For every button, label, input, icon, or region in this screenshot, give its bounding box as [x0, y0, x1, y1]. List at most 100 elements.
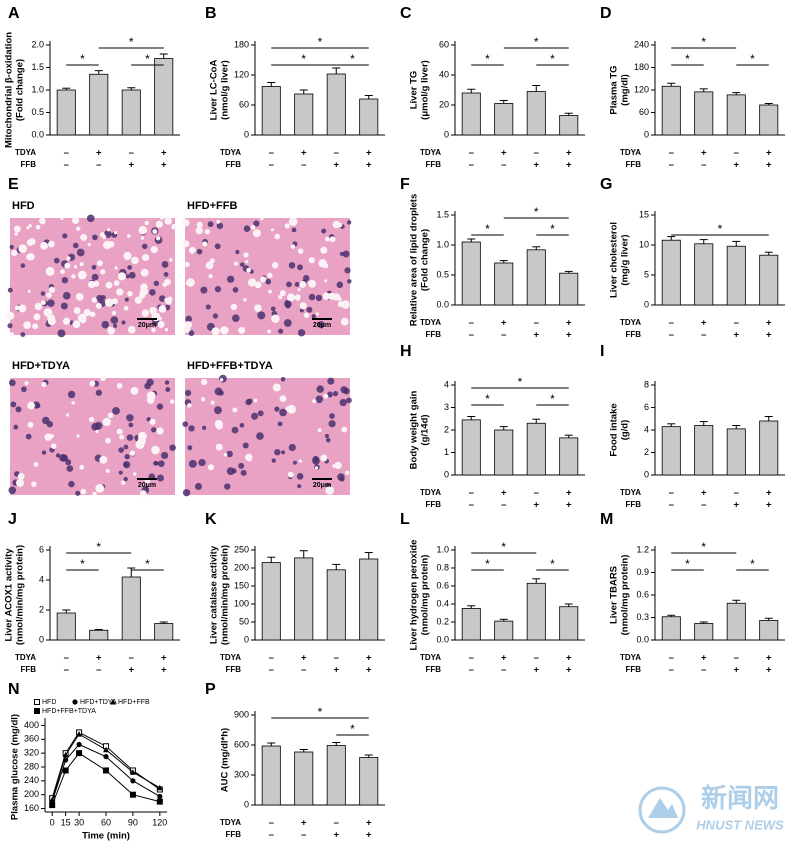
bar: [726, 428, 746, 476]
nucleus: [42, 416, 50, 425]
y-tick-label: 1.0: [31, 84, 44, 94]
nucleus: [40, 291, 46, 296]
nucleus: [240, 262, 245, 267]
lipid-droplet: [26, 239, 34, 246]
lipid-droplet: [127, 290, 133, 297]
significance-label: *: [318, 705, 323, 719]
y-axis-label: (mg/dl): [620, 74, 631, 106]
lipid-droplet: [284, 223, 290, 229]
nucleus: [336, 281, 344, 289]
y-tick-label: 5: [644, 269, 649, 279]
y-tick-label: 10: [639, 239, 649, 249]
lipid-droplet: [287, 404, 296, 414]
nucleus: [326, 391, 333, 398]
y-axis-label: Mitochondrial β-oxidation: [4, 32, 15, 148]
lipid-droplet: [294, 294, 301, 301]
y-tick-label: 0: [39, 634, 44, 644]
nucleus: [59, 453, 67, 462]
lipid-droplet: [325, 236, 330, 242]
nucleus: [253, 220, 260, 227]
lipid-droplet: [95, 483, 105, 493]
panel-letter: A: [8, 5, 20, 22]
y-axis-label: (Fold change): [15, 59, 26, 121]
row-label: FFB: [625, 330, 641, 339]
significance-label: *: [80, 557, 85, 571]
row-sign: +: [96, 148, 102, 159]
lipid-droplet: [138, 225, 148, 235]
row-sign: –: [669, 488, 674, 499]
lipid-droplet: [183, 325, 191, 333]
row-sign: –: [734, 318, 739, 329]
row-sign: –: [96, 160, 101, 171]
nucleus: [232, 287, 239, 293]
lipid-droplet: [297, 248, 304, 254]
lipid-droplet: [232, 407, 238, 413]
nucleus: [317, 321, 325, 329]
row-label: TDYA: [220, 148, 241, 157]
row-sign: –: [469, 500, 474, 511]
nucleus: [214, 243, 221, 250]
row-sign: –: [669, 318, 674, 329]
y-tick-label: 0: [444, 469, 449, 479]
lipid-droplet: [171, 224, 177, 230]
nucleus: [288, 262, 296, 269]
nucleus: [257, 311, 266, 320]
lipid-droplet: [14, 305, 20, 311]
bar: [526, 422, 546, 476]
nucleus: [212, 313, 219, 319]
lipid-droplet: [104, 298, 114, 307]
nucleus: [113, 323, 118, 328]
y-tick-label: 300: [234, 769, 249, 779]
row-sign: –: [301, 160, 306, 171]
bar: [121, 89, 141, 136]
y-axis-label: Plasma TG: [609, 65, 620, 114]
lipid-droplet: [208, 274, 213, 279]
lipid-droplet: [156, 236, 161, 241]
lipid-droplet: [152, 229, 158, 234]
nucleus: [188, 330, 195, 336]
bar: [661, 426, 681, 476]
lipid-droplet: [65, 413, 70, 417]
row-sign: +: [366, 665, 372, 676]
nucleus: [214, 387, 223, 396]
panel-letter: F: [400, 176, 410, 193]
lipid-droplet: [204, 228, 211, 235]
lipid-droplet: [114, 266, 118, 270]
nucleus: [284, 300, 290, 305]
bar: [559, 115, 579, 136]
lipid-droplet: [71, 401, 76, 405]
lipid-droplet: [140, 268, 149, 277]
y-axis-label: (mg/g liver): [620, 234, 631, 285]
row-label: FFB: [425, 330, 441, 339]
lipid-droplet: [139, 287, 149, 296]
micrograph: [182, 216, 352, 337]
bar: [526, 91, 546, 136]
y-tick-label: 2: [39, 604, 44, 614]
nucleus: [257, 410, 264, 417]
y-tick-label: 40: [439, 69, 449, 79]
significance-label: *: [685, 52, 690, 66]
row-label: TDYA: [420, 653, 441, 662]
nucleus: [315, 294, 323, 302]
y-tick-label: 0.5: [31, 107, 44, 117]
row-sign: +: [733, 500, 739, 511]
lipid-droplet: [89, 380, 96, 387]
nucleus: [91, 264, 97, 270]
bar: [461, 608, 481, 641]
y-axis-label: (nmol/min/mg protein): [15, 545, 26, 645]
significance-label: *: [350, 52, 355, 66]
nucleus: [142, 243, 148, 250]
y-tick-label: 6: [39, 544, 44, 554]
lipid-droplet: [200, 397, 206, 402]
bar: [326, 569, 346, 641]
lipid-droplet: [182, 240, 190, 248]
scale-label: 20μm: [313, 322, 331, 329]
row-sign: +: [161, 160, 167, 171]
nucleus: [10, 401, 17, 408]
watermark: 新闻网 HNUST NEWS: [638, 783, 784, 834]
lipid-droplet: [141, 309, 150, 317]
nucleus: [299, 308, 304, 313]
y-tick-label: 0.4: [436, 598, 449, 608]
nucleus: [256, 432, 264, 440]
lipid-droplet: [196, 221, 203, 228]
